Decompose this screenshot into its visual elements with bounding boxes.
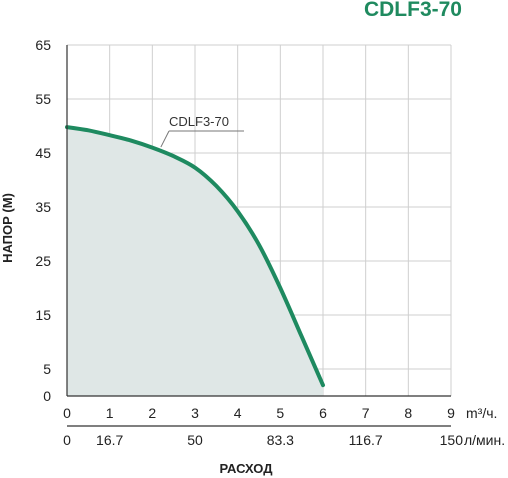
x-tick-label-5: 5 <box>276 405 284 421</box>
x-tick-label-9: 9 <box>447 405 455 421</box>
series-line-cdlf3-70 <box>65 125 325 388</box>
y-tick-label-5: 5 <box>43 361 51 377</box>
x-unit-secondary: л/мин. <box>464 432 505 448</box>
x-tick-label-8: 8 <box>404 405 412 421</box>
y-tick-labels: 0 5 15 25 35 45 55 65 <box>35 37 51 404</box>
x-tick-labels-primary: 0 1 2 3 4 5 6 7 8 9 <box>63 405 455 421</box>
y-tick-label-65: 65 <box>35 37 51 53</box>
annotation-leader-line <box>160 130 170 148</box>
series-annotation: CDLF3-70 <box>160 114 244 148</box>
x-tick-label-7: 7 <box>362 405 370 421</box>
x-tick-label-secondary-83.3: 83.3 <box>267 432 294 448</box>
x-tick-label-secondary-116.7: 116.7 <box>349 432 383 448</box>
x-unit-primary: m³/ч. <box>466 405 497 421</box>
y-tick-label-35: 35 <box>35 199 51 215</box>
x-axis-title: РАСХОД <box>219 461 273 476</box>
axes <box>66 45 451 427</box>
series-label-cdlf3-70: CDLF3-70 <box>169 114 229 129</box>
y-tick-label-0: 0 <box>43 388 51 404</box>
x-tick-label-secondary-16.7: 16.7 <box>96 432 123 448</box>
y-tick-label-25: 25 <box>35 253 51 269</box>
x-tick-label-3: 3 <box>191 405 199 421</box>
y-tick-label-15: 15 <box>35 307 51 323</box>
x-tick-label-secondary-150: 150 <box>440 432 464 448</box>
chart-title: CDLF3-70 <box>364 0 462 21</box>
x-tick-labels-secondary: 0 16.7 50 83.3 116.7 150 <box>63 432 463 448</box>
x-tick-label-0: 0 <box>63 405 71 421</box>
y-tick-label-55: 55 <box>35 91 51 107</box>
y-tick-label-45: 45 <box>35 145 51 161</box>
x-tick-label-1: 1 <box>106 405 114 421</box>
x-tick-label-2: 2 <box>148 405 156 421</box>
x-tick-label-4: 4 <box>234 405 242 421</box>
x-tick-label-6: 6 <box>319 405 327 421</box>
x-tick-label-secondary-50: 50 <box>187 432 203 448</box>
curve-area-fill <box>67 127 323 396</box>
y-axis-title: НАПОР (М) <box>0 193 15 263</box>
x-tick-label-secondary-0: 0 <box>63 432 71 448</box>
